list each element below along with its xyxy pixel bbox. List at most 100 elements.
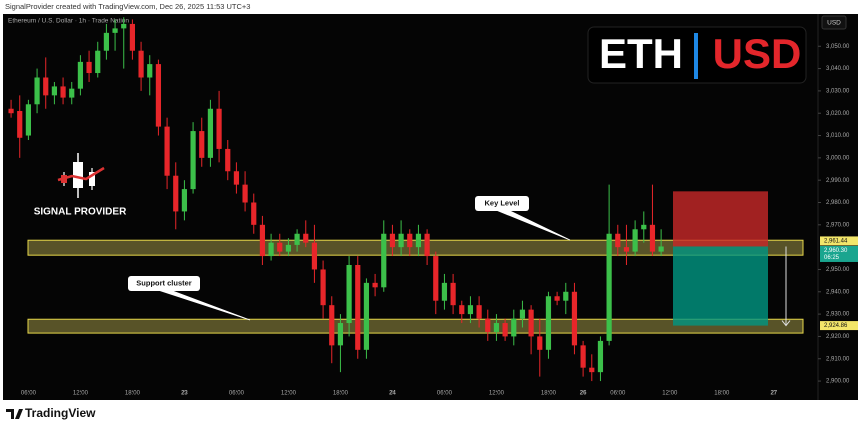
target-zone — [673, 246, 768, 326]
candle-body — [225, 148, 231, 172]
candle-body — [389, 233, 396, 248]
candle-body — [285, 244, 292, 252]
candle-body — [485, 318, 491, 332]
candle-body — [8, 108, 14, 114]
x-tick-label: 18:00 — [333, 391, 349, 397]
candle-body — [259, 224, 266, 257]
candle-body — [632, 229, 638, 252]
x-tick-label: 06:00 — [610, 391, 626, 397]
candle-body — [554, 296, 560, 301]
x-tick-label: 06:00 — [437, 391, 453, 397]
candle-body — [450, 282, 456, 306]
x-tick-label: 18:00 — [541, 391, 557, 397]
candle-body — [138, 50, 144, 78]
candle-body — [43, 77, 49, 96]
candle-body — [372, 282, 378, 288]
candle-body — [606, 233, 612, 341]
candle-body — [346, 265, 352, 324]
price-label-box — [820, 321, 858, 331]
candle-body — [363, 282, 370, 350]
candle-body — [537, 336, 543, 350]
price-label-box — [820, 245, 858, 262]
candle-body — [398, 233, 404, 248]
candle-body — [86, 61, 92, 74]
candle-body — [311, 242, 318, 270]
footer-brand: TradingView — [25, 406, 96, 420]
tv-logo — [6, 409, 23, 419]
candle-body — [563, 291, 569, 301]
candle-body — [294, 233, 300, 245]
candle-body — [251, 202, 257, 225]
candle-body — [545, 296, 552, 350]
candle-body — [493, 323, 500, 332]
candle-body — [190, 131, 196, 190]
arrow-head — [781, 320, 791, 327]
logo-base: ETH — [599, 30, 683, 77]
candle-body — [112, 28, 118, 33]
attribution: SignalProvider created with TradingView.… — [5, 2, 250, 11]
candle-body — [615, 233, 621, 248]
callout-pointer — [495, 209, 571, 241]
candle-body — [34, 77, 40, 105]
callout-label: Key Level — [484, 198, 519, 207]
candle-body — [337, 323, 344, 346]
y-tick-label: 3,000.00 — [826, 155, 850, 161]
candle-body — [268, 242, 274, 257]
candle-body — [355, 265, 361, 350]
candle-body — [216, 108, 222, 149]
candle-body — [95, 50, 101, 74]
x-tick-label: 24 — [389, 391, 396, 397]
x-tick-label: 26 — [580, 391, 587, 397]
x-tick-label: 23 — [181, 391, 188, 397]
y-tick-label: 3,010.00 — [826, 133, 850, 139]
price-label-box — [820, 236, 858, 246]
x-tick-label: 12:00 — [281, 391, 297, 397]
callout-box — [475, 196, 529, 211]
candle-body — [77, 61, 84, 89]
y-tick-label: 3,020.00 — [826, 111, 850, 117]
x-tick-label: 12:00 — [73, 391, 89, 397]
callout-box — [128, 276, 200, 291]
candle-body — [164, 126, 170, 176]
x-tick-label: 12:00 — [662, 391, 678, 397]
candle-body — [181, 189, 188, 212]
x-tick-label: 18:00 — [714, 391, 730, 397]
candle-body — [155, 64, 162, 127]
y-tick-label: 3,050.00 — [826, 44, 850, 50]
candle-body — [173, 175, 179, 212]
candle-body — [320, 269, 326, 306]
countdown: 06:25 — [824, 255, 840, 261]
callout-label: Support cluster — [136, 278, 192, 287]
x-tick-label: 12:00 — [489, 391, 505, 397]
candle-body — [580, 345, 586, 368]
candle-body — [528, 309, 534, 337]
currency: USD — [827, 20, 841, 27]
candle-body — [433, 256, 439, 301]
candle-body — [519, 309, 526, 319]
candle-body — [407, 233, 413, 248]
logo-divider — [694, 33, 698, 79]
candle-body — [121, 23, 127, 29]
logo-quote: USD — [713, 30, 802, 77]
price-label: 2,960.30 — [824, 248, 848, 254]
candle-body — [233, 171, 240, 185]
x-tick-label: 06:00 — [21, 391, 37, 397]
candle-body — [641, 224, 647, 230]
candle-body — [303, 233, 309, 243]
chart-title: Ethereum / U.S. Dollar · 1h · Trade Nati… — [8, 18, 129, 25]
candle-body — [60, 86, 66, 98]
candle-body — [199, 131, 205, 158]
candle-body — [51, 86, 58, 96]
candle-body — [103, 32, 110, 51]
candle-body — [129, 23, 136, 51]
y-tick-label: 2,980.00 — [826, 200, 850, 206]
y-tick-label: 2,940.00 — [826, 289, 850, 295]
candle-body — [502, 323, 508, 337]
candle-body — [277, 242, 283, 252]
callout-pointer — [157, 289, 251, 321]
y-tick-label: 2,910.00 — [826, 356, 850, 362]
candle-body — [649, 224, 656, 252]
y-tick-label: 3,040.00 — [826, 66, 850, 72]
candle-body — [17, 110, 23, 138]
